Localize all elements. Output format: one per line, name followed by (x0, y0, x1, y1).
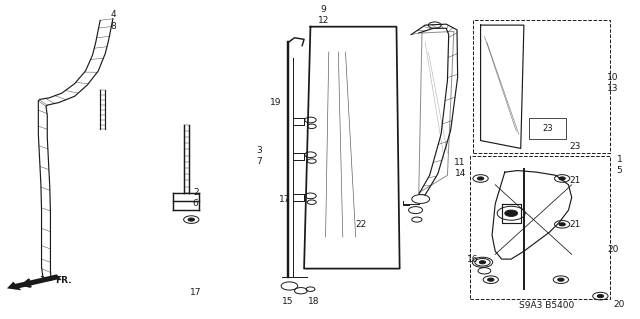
Circle shape (477, 177, 484, 180)
Circle shape (559, 223, 565, 226)
Bar (470, 156, 610, 299)
Text: 3: 3 (257, 145, 262, 154)
Text: 5: 5 (616, 166, 622, 175)
Text: 15: 15 (282, 297, 294, 306)
Circle shape (488, 278, 494, 281)
Text: 13: 13 (607, 84, 619, 93)
Text: 9: 9 (320, 5, 326, 14)
Text: 23: 23 (569, 142, 580, 151)
FancyBboxPatch shape (529, 118, 566, 139)
Text: 8: 8 (110, 22, 116, 31)
Text: 17: 17 (190, 288, 202, 297)
Text: 16: 16 (467, 255, 479, 263)
Circle shape (557, 278, 564, 281)
Circle shape (479, 261, 486, 264)
Text: 19: 19 (269, 98, 281, 107)
Text: 17: 17 (279, 195, 291, 204)
Text: 12: 12 (317, 16, 329, 25)
Text: 10: 10 (607, 73, 619, 82)
Text: FR.: FR. (56, 276, 72, 285)
Text: 18: 18 (308, 297, 319, 306)
Text: S9A3 B5400: S9A3 B5400 (518, 301, 574, 310)
Circle shape (188, 218, 195, 221)
Text: 20: 20 (607, 245, 619, 254)
Text: 22: 22 (356, 220, 367, 229)
Text: 23: 23 (543, 124, 554, 133)
Text: 21: 21 (569, 175, 580, 185)
Text: 21: 21 (569, 220, 580, 229)
Text: 2: 2 (193, 188, 198, 197)
Circle shape (597, 294, 604, 298)
Text: 7: 7 (257, 157, 262, 166)
Text: 11: 11 (454, 158, 466, 167)
FancyArrow shape (7, 274, 61, 290)
Text: 4: 4 (110, 10, 116, 19)
Circle shape (505, 210, 518, 216)
Text: 6: 6 (193, 199, 198, 208)
Text: 14: 14 (454, 169, 466, 178)
Text: 20: 20 (614, 300, 625, 309)
Bar (473, 20, 610, 153)
Circle shape (559, 177, 565, 180)
Text: 1: 1 (616, 155, 622, 164)
